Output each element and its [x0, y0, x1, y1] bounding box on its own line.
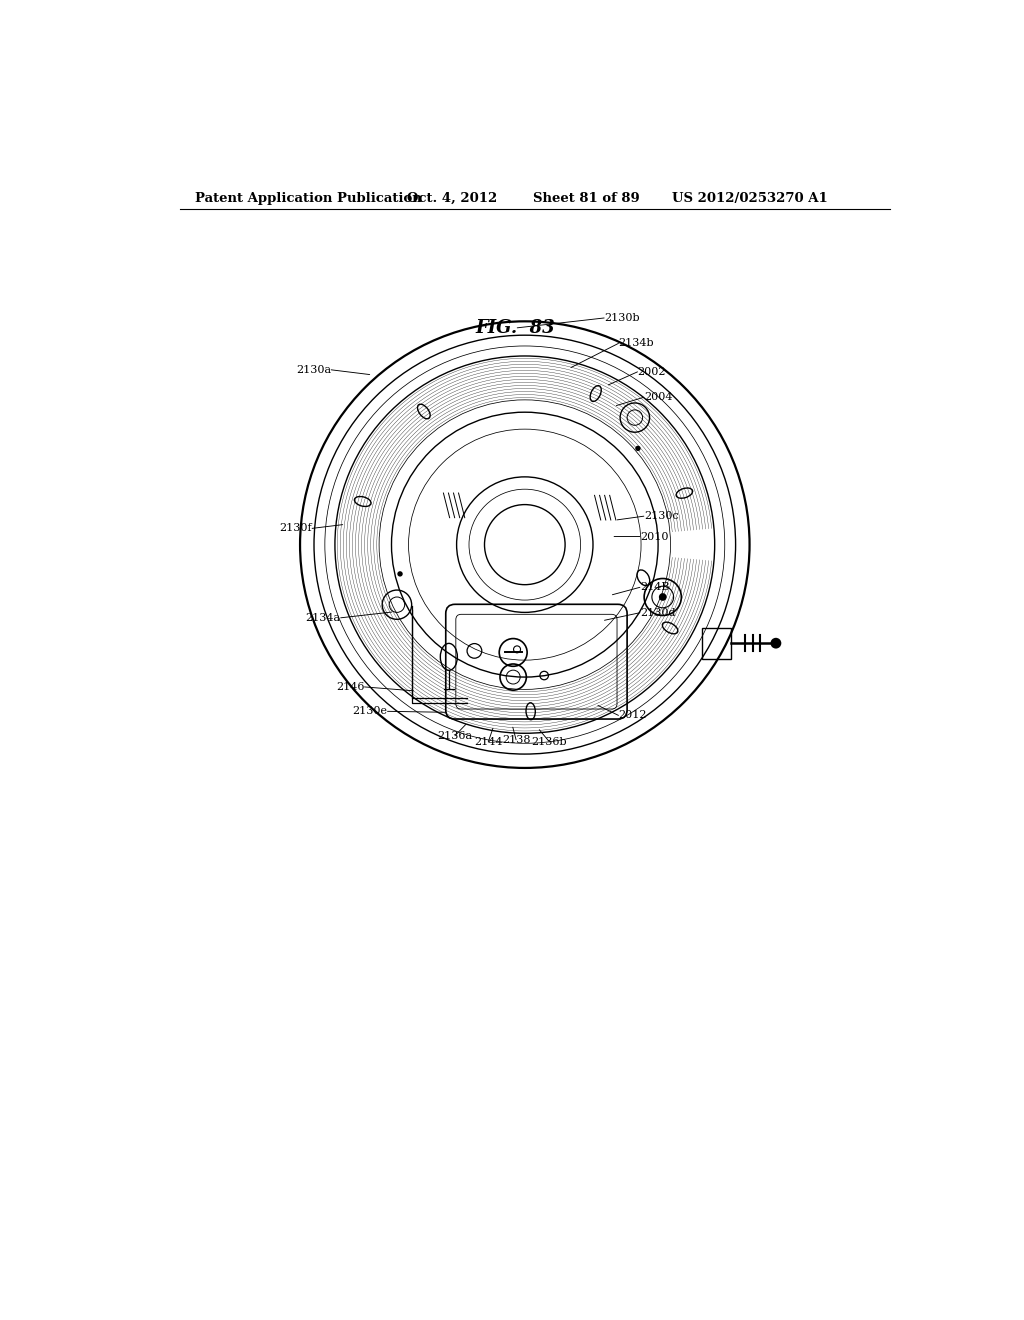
Text: US 2012/0253270 A1: US 2012/0253270 A1 — [672, 191, 827, 205]
Text: 2134b: 2134b — [618, 338, 654, 348]
Text: 2130a: 2130a — [296, 364, 331, 375]
Text: 2002: 2002 — [638, 367, 666, 376]
Circle shape — [514, 645, 520, 653]
Text: 2130b: 2130b — [604, 313, 640, 323]
Text: Patent Application Publication: Patent Application Publication — [196, 191, 422, 205]
Text: 2134a: 2134a — [305, 612, 341, 623]
Text: 2130d: 2130d — [640, 607, 676, 618]
Text: 2144: 2144 — [474, 737, 503, 747]
Text: 2004: 2004 — [644, 392, 673, 403]
Text: 2130e: 2130e — [352, 706, 387, 717]
Circle shape — [770, 638, 781, 648]
Text: Sheet 81 of 89: Sheet 81 of 89 — [532, 191, 639, 205]
Text: 2012: 2012 — [618, 710, 647, 721]
Text: Oct. 4, 2012: Oct. 4, 2012 — [408, 191, 498, 205]
Text: 2136a: 2136a — [437, 731, 472, 741]
Text: 2136b: 2136b — [531, 737, 567, 747]
Text: FIG.  83: FIG. 83 — [475, 319, 555, 337]
Text: 2146: 2146 — [336, 682, 365, 692]
Text: 214B: 214B — [640, 582, 670, 593]
Text: 2130c: 2130c — [644, 511, 679, 521]
Text: 2010: 2010 — [640, 532, 669, 541]
Circle shape — [635, 446, 641, 451]
Text: 2130f: 2130f — [280, 523, 312, 533]
Circle shape — [658, 593, 667, 601]
Bar — [701, 628, 731, 659]
Text: 2138: 2138 — [502, 735, 530, 744]
Circle shape — [397, 572, 402, 577]
